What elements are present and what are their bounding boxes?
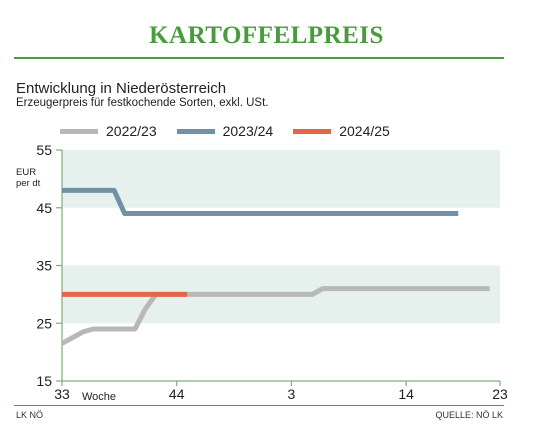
legend-swatch-2024-25 — [293, 128, 332, 134]
legend-label-2024-25: 2024/25 — [339, 123, 390, 139]
footer-rule — [14, 405, 504, 406]
legend-item-2023-24: 2023/24 — [176, 123, 274, 139]
y-tick-label-25: 25 — [36, 315, 52, 331]
x-axis-label: Woche — [82, 391, 116, 403]
legend-swatch-2022-23 — [60, 128, 98, 134]
y-tick-label-15: 15 — [36, 373, 52, 389]
legend-item-2022-23: 2022/23 — [60, 123, 157, 139]
legend-label-2023-24: 2023/24 — [222, 123, 274, 139]
legend-label-2022-23: 2022/23 — [106, 123, 157, 139]
footer-source-right: QUELLE: NÖ LK — [435, 410, 503, 420]
legend-swatch-2023-24 — [176, 128, 215, 134]
x-tick-label-23: 23 — [492, 386, 508, 402]
y-tick-label-35: 35 — [36, 258, 52, 274]
y-unit-label-line-1: per dt — [16, 178, 41, 189]
y-tick-label-45: 45 — [36, 200, 52, 216]
chart-legend: 2022/23 2023/24 2024/25 — [60, 122, 410, 140]
band-1 — [62, 150, 500, 208]
y-unit-label-line-0: EUR — [16, 167, 36, 178]
x-tick-label-3: 3 — [288, 386, 296, 402]
series-line-2023-24 — [62, 187, 459, 216]
x-tick-label-14: 14 — [398, 386, 414, 402]
headline: KARTOFFELPREIS — [149, 22, 384, 49]
y-tick-label-55: 55 — [36, 142, 52, 158]
chart-subtitle: Entwicklung in Niederösterreich — [16, 80, 227, 97]
x-tick-label-44: 44 — [169, 386, 185, 402]
footer-source-left: LK NÖ — [16, 410, 44, 420]
chart-description: Erzeugerpreis für festkochende Sorten, e… — [16, 97, 269, 109]
legend-item-2024-25: 2024/25 — [293, 123, 390, 139]
headline-rule — [14, 57, 504, 59]
series-line-2022-23 — [60, 286, 490, 346]
x-tick-label-33: 33 — [54, 386, 70, 402]
